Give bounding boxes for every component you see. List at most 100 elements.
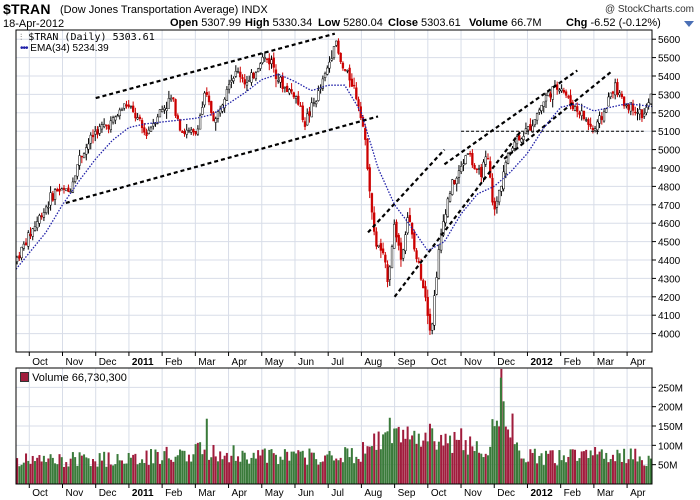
- price-candle-body: [357, 99, 360, 107]
- volume-bar: [127, 452, 130, 484]
- price-candle-body: [254, 72, 258, 80]
- price-xtick-label: Sep: [398, 357, 416, 368]
- volume-bar: [571, 449, 574, 484]
- volume-bar: [18, 466, 21, 484]
- volume-bar: [67, 466, 70, 484]
- volume-bar: [328, 450, 331, 484]
- volume-bar: [627, 459, 630, 484]
- price-candle-body: [308, 111, 311, 116]
- price-candle-body: [627, 104, 630, 110]
- volume-bar: [158, 463, 161, 484]
- price-ytick-label: 4700: [658, 201, 681, 212]
- volume-bar: [212, 444, 215, 484]
- volume-bar: [544, 450, 548, 484]
- price-candle-body: [419, 264, 423, 280]
- volume-bar: [100, 460, 103, 484]
- volume-xtick-label: Feb: [564, 488, 582, 499]
- price-candle-body: [491, 177, 494, 203]
- price-xtick-label: Oct: [32, 357, 48, 368]
- volume-bar: [580, 451, 583, 484]
- price-xtick-label: May: [265, 357, 284, 368]
- price-candle-body: [38, 215, 41, 224]
- volume-bar: [295, 453, 298, 484]
- volume-bar: [58, 454, 61, 484]
- exchange-code: INDX: [241, 4, 268, 16]
- price-candle-body: [62, 187, 66, 190]
- price-candle-body: [397, 234, 400, 246]
- price-candle-body: [346, 70, 349, 72]
- volume-bar: [339, 457, 342, 484]
- volume-bar: [440, 434, 443, 484]
- volume-bar: [60, 457, 63, 484]
- change-value: -6.52 (-0.12%): [590, 17, 661, 29]
- volume-bar: [241, 450, 244, 484]
- volume-bar: [199, 442, 202, 484]
- price-candle-body: [51, 193, 54, 201]
- volume-bar: [596, 454, 599, 484]
- volume-bar: [433, 441, 436, 484]
- price-candle-body: [221, 104, 224, 112]
- volume-bar: [286, 451, 289, 484]
- volume-bar: [562, 455, 565, 484]
- index-name: (Dow Jones Transportation Average) INDX: [60, 4, 268, 16]
- price-candle-body: [207, 95, 211, 103]
- price-candle-body: [317, 90, 320, 101]
- volume-bar: [634, 448, 637, 484]
- volume-xtick-label: Oct: [431, 488, 447, 499]
- volume-bar: [464, 440, 467, 484]
- price-candle-body: [82, 153, 86, 159]
- price-candle-body: [203, 92, 206, 106]
- high-value: 5330.34: [272, 17, 313, 29]
- price-candle-body: [100, 124, 104, 130]
- volume-bar: [402, 429, 405, 484]
- price-candle-body: [265, 58, 269, 60]
- ema-line: [15, 73, 653, 270]
- volume-bar: [495, 420, 498, 484]
- volume-bar: [16, 458, 19, 484]
- candle-icon: ⫶: [20, 33, 23, 43]
- volume-bar: [91, 458, 94, 484]
- price-candle-body: [466, 153, 470, 155]
- volume-xtick-label: 2012: [530, 488, 553, 499]
- price-candle-body: [390, 246, 394, 269]
- price-candle-body: [453, 179, 456, 185]
- price-candle-body: [341, 62, 345, 69]
- ema-legend: ••• EMA(34) 5234.39: [20, 43, 109, 54]
- price-candle-body: [404, 234, 407, 252]
- volume-bar: [611, 454, 614, 484]
- volume-bar: [45, 461, 48, 484]
- price-candle-body: [69, 191, 72, 193]
- chevron-down-icon[interactable]: [684, 21, 694, 27]
- volume-bar: [536, 463, 539, 484]
- low-value: 5280.04: [343, 17, 383, 29]
- volume-xtick-label: Sep: [398, 488, 416, 499]
- volume-ytick-label: 100M: [658, 441, 683, 452]
- volume-bar: [424, 432, 427, 484]
- price-legend-label: $TRAN (Daily) 5303.61: [28, 32, 155, 43]
- price-candle-body: [145, 132, 148, 136]
- volume-bar: [33, 461, 36, 484]
- price-candle-body: [277, 80, 280, 82]
- volume-bar: [399, 442, 402, 484]
- index-fullname: (Dow Jones Transportation Average): [60, 4, 239, 16]
- volume-bar: [78, 452, 81, 484]
- volume-bar: [62, 466, 65, 484]
- volume-bar: [283, 449, 286, 484]
- close-quote: Close 5303.61: [388, 17, 461, 29]
- high-label: High: [245, 17, 270, 29]
- volume-bar: [643, 465, 646, 484]
- volume-bar: [406, 426, 409, 484]
- price-candle-body: [58, 188, 61, 192]
- close-value: 5303.61: [421, 17, 461, 29]
- volume-bar: [446, 443, 449, 484]
- price-candle-body: [169, 97, 173, 101]
- price-candle-body: [576, 106, 579, 112]
- price-candle-body: [201, 107, 204, 115]
- volume-bar: [594, 447, 597, 484]
- volume-bar: [194, 444, 197, 484]
- volume-bar: [609, 459, 612, 484]
- quote-date: 18-Apr-2012: [3, 18, 65, 30]
- price-candle-body: [544, 95, 548, 102]
- price-candle-body: [18, 255, 21, 259]
- price-candle-body: [91, 134, 95, 138]
